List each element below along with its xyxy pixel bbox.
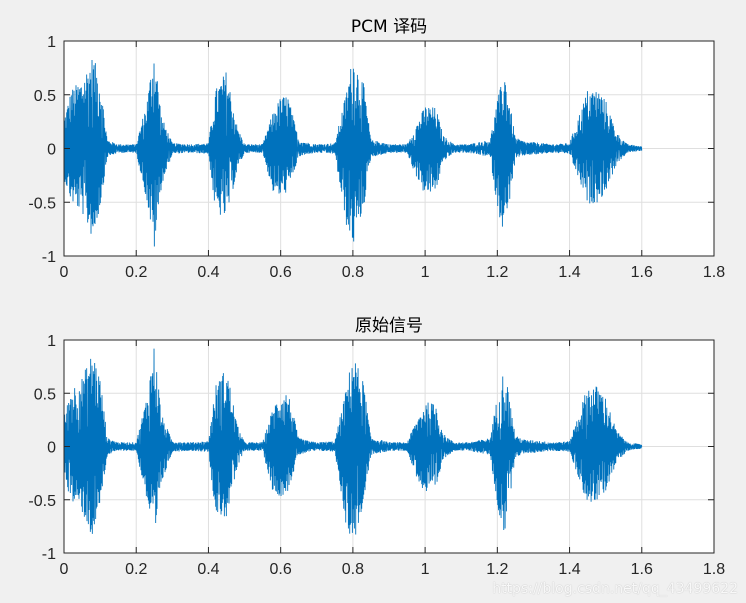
watermark-text: https://blog.csdn.net/qq_43499622 <box>492 581 738 597</box>
x-tick-label: 1 <box>421 561 430 578</box>
x-tick-label: 0 <box>60 264 69 281</box>
axes-2: 0 0.2 0.4 0.6 0.8 1 1.2 1.4 1.6 1.8 1 0.5 0 -0.5 -1 原始信… <box>28 316 725 578</box>
x-tick-label: 0.6 <box>270 264 292 281</box>
chart-title: PCM 译码 <box>351 17 427 37</box>
x-tick-label: 1.4 <box>558 561 580 578</box>
x-tick-label: 0.2 <box>125 264 147 281</box>
x-tick-label: 1.2 <box>486 264 508 281</box>
y-tick-label: 0.5 <box>34 386 56 403</box>
x-tick-label: 0.4 <box>197 561 219 578</box>
y-tick-label: -0.5 <box>28 195 56 212</box>
waveform-series-1 <box>63 348 643 535</box>
y-tick-label: 0 <box>47 142 56 159</box>
y-tick-label: 0 <box>47 440 56 457</box>
y-tick-label: 1 <box>47 333 56 350</box>
x-tick-label: 1.6 <box>631 561 653 578</box>
x-tick-label: 1.8 <box>703 561 725 578</box>
y-tick-label: 1 <box>47 34 56 51</box>
axes-1: 0 0.2 0.4 0.6 0.8 1 1.2 1.4 1.6 1.8 1 0.5 0 -0.5 -1 PCM… <box>28 17 725 281</box>
x-tick-label: 1 <box>421 264 430 281</box>
x-tick-label: 0.4 <box>197 264 219 281</box>
chart-title: 原始信号 <box>355 316 423 336</box>
x-tick-label: 0.8 <box>342 561 364 578</box>
x-tick-label: 0.8 <box>342 264 364 281</box>
x-tick-label: 1.6 <box>631 264 653 281</box>
y-tick-label: -1 <box>42 249 56 266</box>
x-tick-label: 0.6 <box>270 561 292 578</box>
y-tick-label: 0.5 <box>34 88 56 105</box>
x-tick-label: 0.2 <box>125 561 147 578</box>
x-tick-label: 1.2 <box>486 561 508 578</box>
waveform-series-1 <box>63 60 643 247</box>
x-tick-label: 1.8 <box>703 264 725 281</box>
x-tick-label: 0 <box>60 561 69 578</box>
x-tick-label: 1.4 <box>558 264 580 281</box>
y-tick-label: -0.5 <box>28 493 56 510</box>
y-tick-label: -1 <box>42 546 56 563</box>
